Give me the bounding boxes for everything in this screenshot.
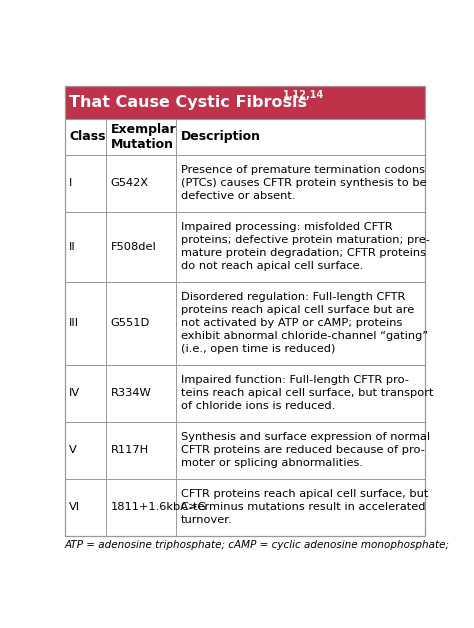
Bar [65, 212, 425, 282]
Text: teins reach apical cell surface, but transport: teins reach apical cell surface, but tra… [181, 388, 433, 398]
Bar [65, 154, 425, 212]
Text: V: V [69, 445, 77, 455]
Text: G542X: G542X [110, 178, 148, 188]
Text: Impaired processing: misfolded CFTR: Impaired processing: misfolded CFTR [181, 222, 392, 232]
Text: R117H: R117H [110, 445, 149, 455]
Text: do not reach apical cell surface.: do not reach apical cell surface. [181, 261, 363, 271]
Text: Exemplar
Mutation: Exemplar Mutation [110, 122, 176, 151]
Text: I: I [69, 178, 73, 188]
Bar [65, 365, 425, 422]
Text: F508del: F508del [110, 242, 156, 252]
Text: of chloride ions is reduced.: of chloride ions is reduced. [181, 401, 335, 411]
Text: 1811+1.6kbA>G: 1811+1.6kbA>G [110, 502, 207, 512]
Text: C-terminus mutations result in accelerated: C-terminus mutations result in accelerat… [181, 502, 425, 512]
Text: proteins reach apical cell surface but are: proteins reach apical cell surface but a… [181, 305, 414, 315]
Text: CFTR proteins are reduced because of pro-: CFTR proteins are reduced because of pro… [181, 445, 425, 455]
Text: defective or absent.: defective or absent. [181, 192, 295, 201]
Text: G551D: G551D [110, 318, 150, 328]
Text: II: II [69, 242, 76, 252]
Text: mature protein degradation; CFTR proteins: mature protein degradation; CFTR protein… [181, 248, 426, 258]
Bar [65, 119, 425, 154]
Text: Class: Class [69, 130, 106, 143]
Text: 1,12,14: 1,12,14 [283, 90, 324, 100]
Text: Impaired function: Full-length CFTR pro-: Impaired function: Full-length CFTR pro- [181, 375, 409, 385]
Text: (PTCs) causes CFTR protein synthesis to be: (PTCs) causes CFTR protein synthesis to … [181, 178, 427, 188]
Text: Disordered regulation: Full-length CFTR: Disordered regulation: Full-length CFTR [181, 292, 405, 302]
Bar [65, 422, 425, 479]
Text: (i.e., open time is reduced): (i.e., open time is reduced) [181, 344, 335, 354]
Text: VI: VI [69, 502, 80, 512]
Text: Synthesis and surface expression of normal: Synthesis and surface expression of norm… [181, 432, 430, 442]
Bar [65, 479, 425, 536]
Text: That Cause Cystic Fibrosis: That Cause Cystic Fibrosis [69, 95, 307, 110]
Text: ATP = adenosine triphosphate; cAMP = cyclic adenosine monophosphate;: ATP = adenosine triphosphate; cAMP = cyc… [65, 539, 450, 550]
Text: Description: Description [181, 130, 261, 143]
Text: R334W: R334W [110, 388, 151, 398]
Text: moter or splicing abnormalities.: moter or splicing abnormalities. [181, 458, 363, 468]
Text: IV: IV [69, 388, 80, 398]
Text: III: III [69, 318, 79, 328]
Bar [65, 282, 425, 365]
Text: proteins; defective protein maturation; pre-: proteins; defective protein maturation; … [181, 235, 429, 245]
Bar [65, 86, 425, 119]
Text: CFTR proteins reach apical cell surface, but: CFTR proteins reach apical cell surface,… [181, 489, 428, 499]
Text: exhibit abnormal chloride-channel “gating”: exhibit abnormal chloride-channel “gatin… [181, 332, 428, 342]
Text: turnover.: turnover. [181, 516, 232, 525]
Text: Presence of premature termination codons: Presence of premature termination codons [181, 165, 425, 175]
Text: not activated by ATP or cAMP; proteins: not activated by ATP or cAMP; proteins [181, 318, 402, 328]
